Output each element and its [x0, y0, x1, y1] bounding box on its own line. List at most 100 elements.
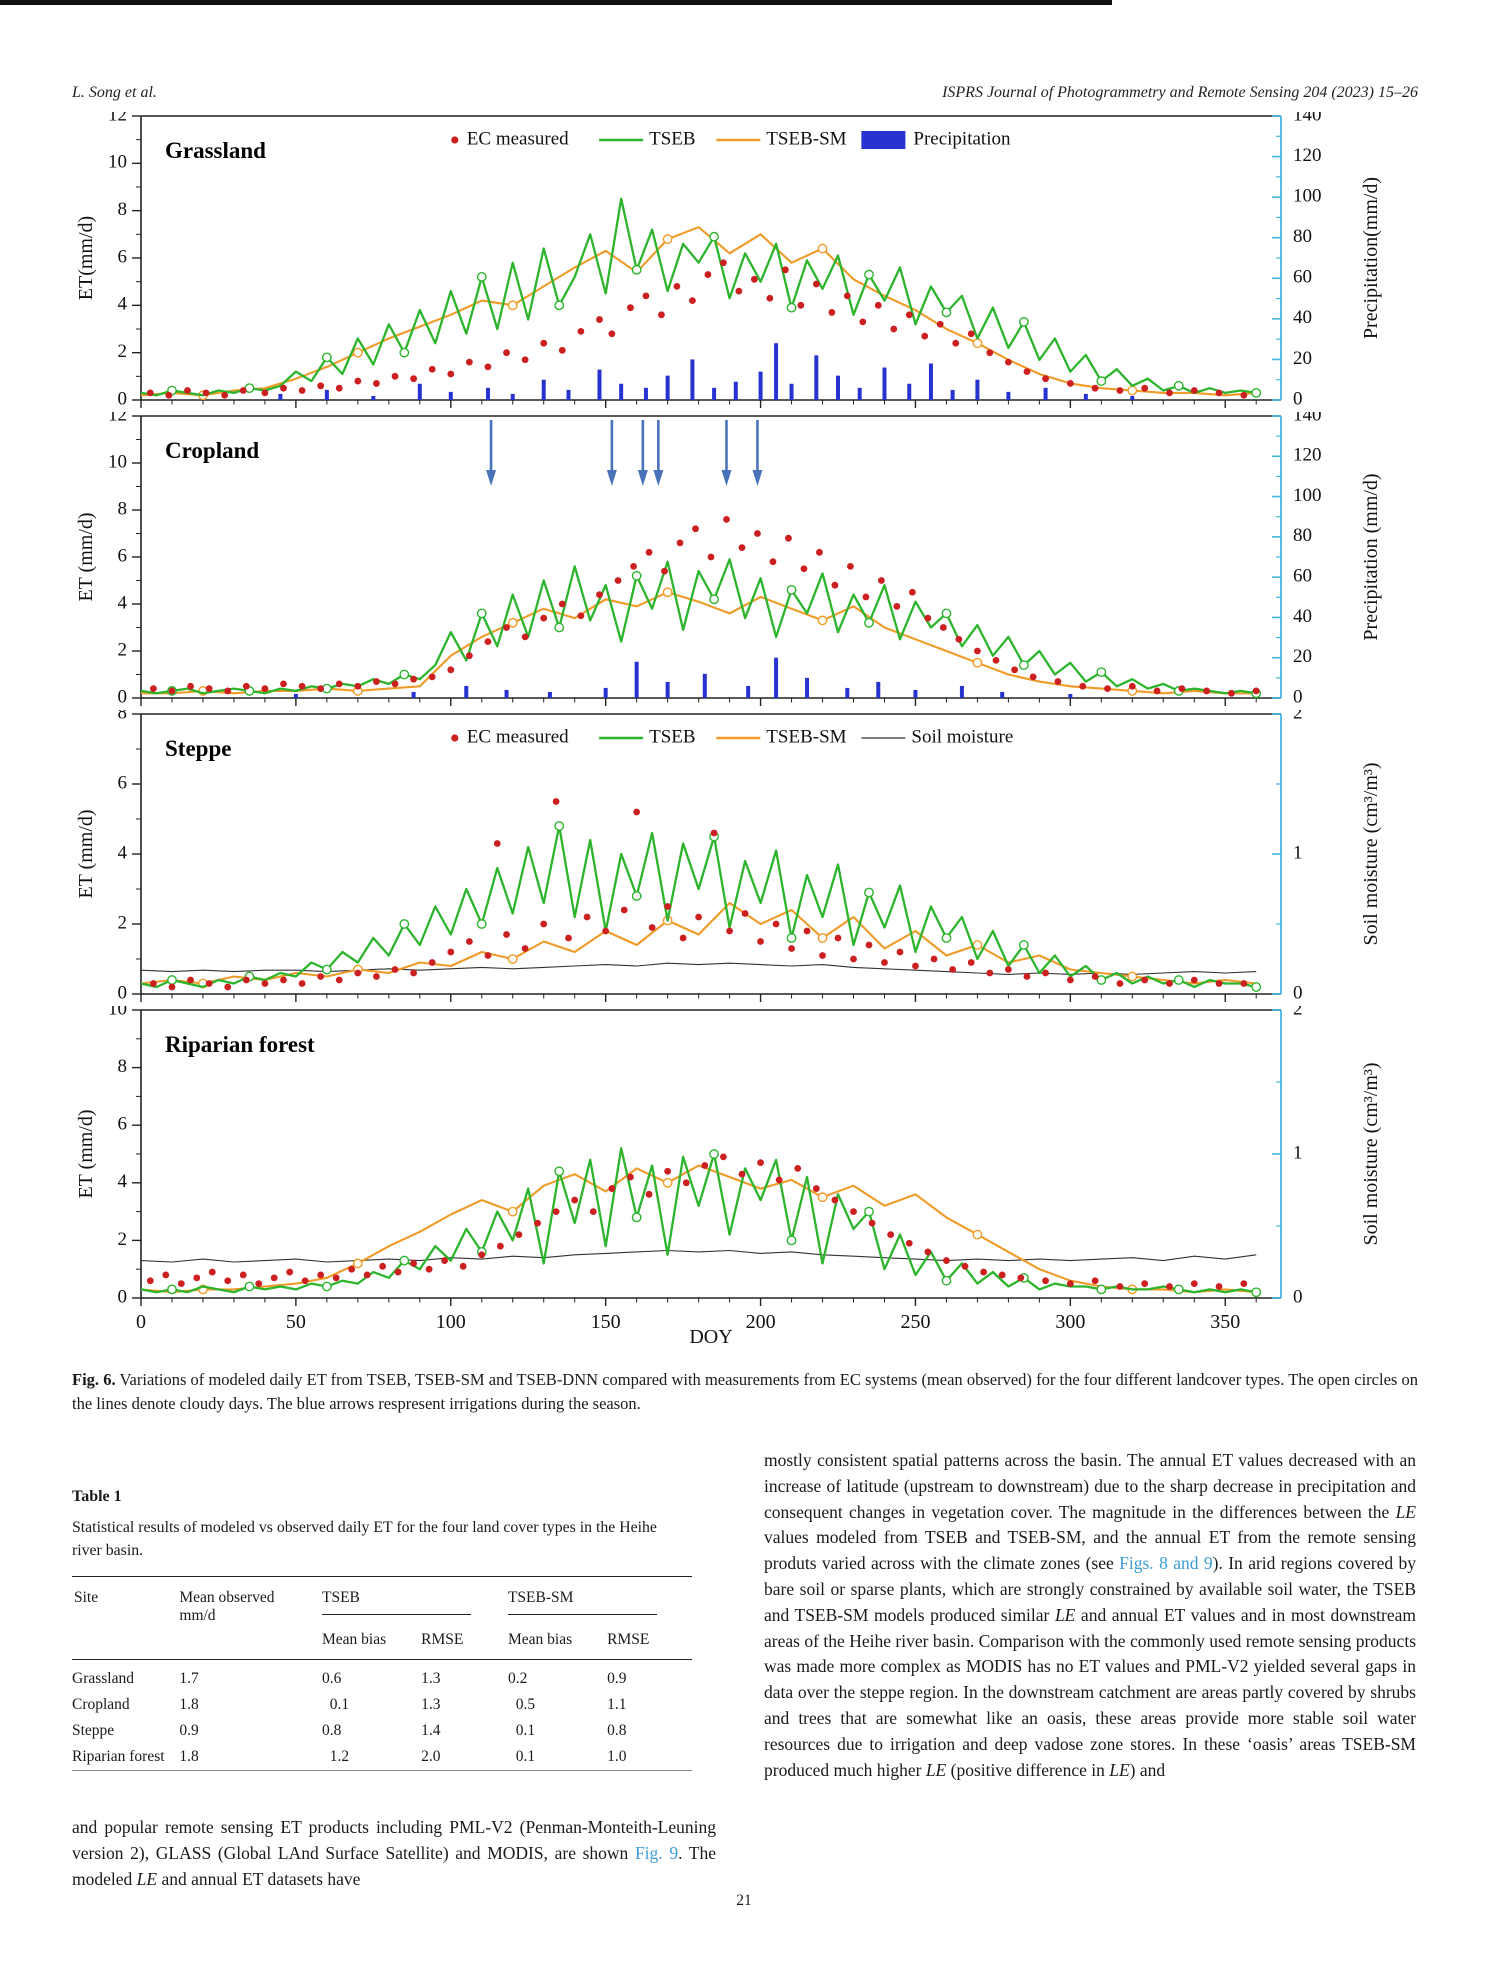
- table-caption: Statistical results of modeled vs observ…: [72, 1519, 657, 1559]
- svg-text:EC measured: EC measured: [467, 726, 569, 747]
- col-header-mean-observed: Mean observed mm/d: [177, 1576, 320, 1660]
- page-top-edge-bar: [0, 0, 1112, 5]
- table-row: Steppe 0.9 0.8 1.4 0.1 0.8: [72, 1718, 692, 1744]
- svg-text:2: 2: [118, 341, 128, 362]
- precipitation-bars: [278, 343, 1135, 400]
- svg-text:100: 100: [1293, 485, 1322, 506]
- svg-text:100: 100: [1293, 186, 1322, 207]
- svg-text:Precipitation: Precipitation: [913, 128, 1011, 149]
- svg-text:0: 0: [118, 1286, 128, 1307]
- panel-steppe-chart: 0 2 4 6 8 0 1 2 ET (mm/d) Soil moisture (cm³/m³) S…: [75, 710, 1382, 1003]
- table-1: Site Mean observed mm/d TSEB TSEB-SM Mea…: [72, 1576, 692, 1771]
- table-row: Cropland 1.8 0.1 1.3 0.5 1.1: [72, 1692, 692, 1718]
- figure-6: 0 2 4 6 8 10 12 0 20 40 60 80 100 120 140 ET(mm/d) Preci…: [75, 112, 1415, 1346]
- svg-text:0: 0: [1293, 1286, 1303, 1307]
- value-cell: 0.8: [321, 1722, 342, 1739]
- svg-text:2: 2: [1293, 710, 1303, 723]
- left-axis-label: ET(mm/d): [75, 216, 97, 300]
- svg-text:TSEB-SM: TSEB-SM: [766, 128, 846, 149]
- svg-text:6: 6: [118, 246, 128, 267]
- svg-text:6: 6: [118, 1114, 128, 1135]
- value-cell: 1.3: [421, 1670, 441, 1687]
- text-segment: and popular remote sensing ET products i…: [72, 1817, 716, 1863]
- legend: EC measured TSEB TSEB-SM Soil moisture: [451, 726, 1013, 747]
- series: [140, 197, 1262, 401]
- svg-text:TSEB: TSEB: [649, 128, 695, 149]
- svg-text:TSEB-SM: TSEB-SM: [766, 726, 846, 747]
- legend: EC measured TSEB TSEB-SM Precipitation: [451, 128, 1011, 149]
- svg-text:150: 150: [591, 1311, 621, 1333]
- svg-text:0: 0: [118, 982, 128, 1003]
- right-axis-label: Soil moisture (cm³/m³): [1360, 762, 1382, 945]
- svg-text:0: 0: [1293, 686, 1303, 707]
- tseb-sm-line: [140, 901, 1257, 989]
- value-cell: 1.1: [607, 1696, 627, 1713]
- svg-text:0: 0: [118, 686, 128, 707]
- col-header-rmse-2: RMSE: [605, 1619, 692, 1660]
- site-cell: Grassland: [72, 1670, 134, 1687]
- precipitation-bars: [293, 657, 1073, 698]
- text-segment: LE: [1054, 1604, 1076, 1625]
- svg-text:200: 200: [746, 1311, 776, 1333]
- tseb-line: [140, 197, 1262, 398]
- text-segment: and annual ET datasets have: [157, 1868, 361, 1889]
- series: [140, 798, 1262, 992]
- series: [140, 1147, 1262, 1298]
- value-cell: 1.2: [321, 1748, 350, 1765]
- ec-measured-scatter: [149, 798, 1248, 991]
- svg-text:TSEB: TSEB: [649, 726, 695, 747]
- svg-text:10: 10: [108, 152, 127, 173]
- svg-text:20: 20: [1293, 348, 1312, 369]
- x-axis-label: DOY: [689, 1326, 732, 1346]
- series: [140, 516, 1262, 699]
- svg-text:2: 2: [118, 639, 128, 660]
- citation-link[interactable]: Fig. 9: [634, 1842, 679, 1863]
- value-cell: 0.1: [507, 1722, 536, 1739]
- text-segment: values modeled from TSEB and TSEB-SM, an…: [764, 1527, 1416, 1574]
- header-authors: L. Song et al.: [72, 84, 157, 101]
- value-cell: 1.8: [179, 1696, 199, 1713]
- svg-text:140: 140: [1293, 112, 1322, 125]
- svg-text:0: 0: [118, 388, 128, 409]
- tseb-sm-line: [140, 226, 1257, 401]
- text-segment: ) and: [1129, 1759, 1166, 1780]
- svg-text:8: 8: [118, 710, 128, 723]
- value-cell: 0.6: [321, 1670, 342, 1687]
- citation-link[interactable]: Figs. 8 and 9: [1119, 1553, 1213, 1574]
- site-cell: Cropland: [72, 1696, 130, 1713]
- svg-text:80: 80: [1293, 525, 1312, 546]
- page-number: 21: [736, 1892, 752, 1909]
- running-header: L. Song et al. ISPRS Journal of Photogra…: [72, 84, 1418, 102]
- text-segment: (positive difference in: [946, 1759, 1110, 1780]
- svg-text:1: 1: [1293, 842, 1303, 863]
- svg-text:10: 10: [108, 451, 127, 472]
- col-header-mean-bias-2: Mean bias: [505, 1619, 606, 1660]
- tseb-line: [140, 558, 1262, 699]
- tseb-line: [140, 821, 1262, 992]
- value-cell: 1.4: [421, 1722, 441, 1739]
- right-axis-label: Precipitation(mm/d): [1360, 177, 1382, 339]
- header-journal: ISPRS Journal of Photogrammetry and Remo…: [942, 84, 1418, 101]
- svg-text:12: 12: [108, 112, 127, 125]
- tseb-line: [140, 1147, 1262, 1298]
- value-cell: 2.0: [421, 1748, 441, 1765]
- axes: 0 2 4 6 8 0 1 2 ET (mm/d) Soil moisture (cm³/m³): [75, 710, 1382, 1003]
- figure-caption-text: Variations of modeled daily ET from TSEB…: [72, 1370, 1418, 1413]
- value-cell: 0.1: [507, 1748, 536, 1765]
- svg-text:120: 120: [1293, 145, 1322, 166]
- two-column-text: Table 1 Statistical results of modeled v…: [72, 1448, 1416, 1892]
- value-cell: 0.9: [607, 1670, 627, 1687]
- text-segment: mostly consistent spatial patterns acros…: [764, 1450, 1416, 1522]
- svg-text:4: 4: [118, 592, 128, 613]
- left-axis-label: ET (mm/d): [75, 512, 97, 601]
- table-label: Table 1: [72, 1488, 122, 1505]
- value-cell: 1.0: [607, 1748, 627, 1765]
- svg-text:60: 60: [1293, 566, 1312, 587]
- panel-title: Grassland: [165, 138, 266, 163]
- svg-text:4: 4: [118, 842, 128, 863]
- text-segment: ). In arid regions covered by bare soil …: [764, 1553, 1416, 1625]
- svg-text:40: 40: [1293, 307, 1312, 328]
